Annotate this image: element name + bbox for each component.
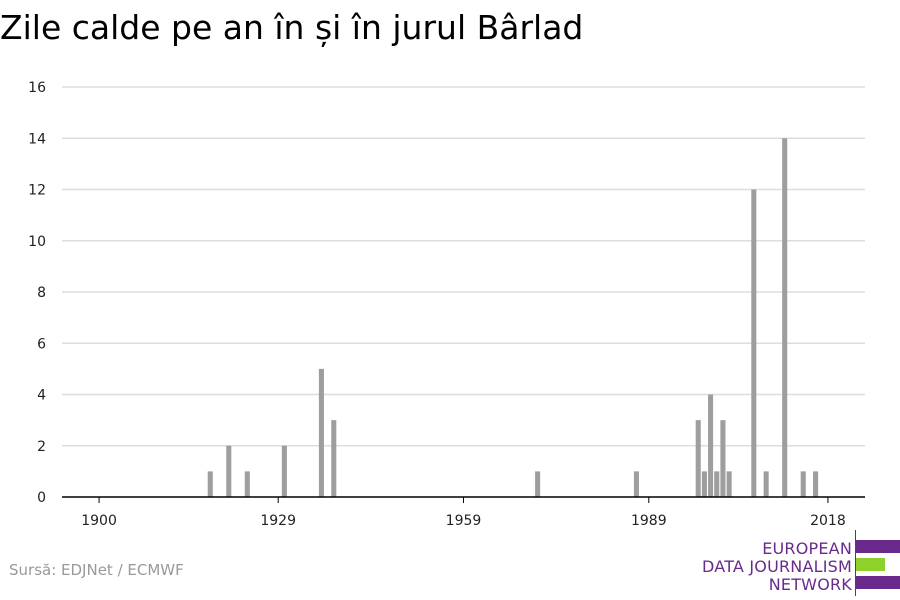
logo-line-2: DATA JOURNALISM: [702, 557, 852, 576]
edjnet-logo: EUROPEAN DATA JOURNALISM NETWORK: [702, 530, 900, 596]
y-tick-label: 10: [28, 234, 46, 250]
logo-line-3: NETWORK: [768, 575, 852, 594]
bar-2001: [720, 420, 726, 497]
bar-2008: [763, 471, 769, 497]
chart-title: Zile calde pe an în și în jurul Bârlad: [0, 8, 584, 47]
logo-line-1: EUROPEAN: [762, 539, 852, 558]
bar-2016: [813, 471, 819, 497]
x-tick-label: 2018: [810, 513, 846, 529]
bar-1918: [207, 471, 213, 497]
logo-bar-3: [856, 576, 900, 589]
x-tick-label: 1989: [631, 513, 667, 529]
y-tick-label: 8: [37, 285, 46, 301]
bar-1987: [633, 471, 639, 497]
logo-bar-1: [856, 540, 900, 553]
x-tick-label: 1929: [260, 513, 296, 529]
bar-1930: [281, 445, 287, 497]
x-tick-label: 1959: [446, 513, 482, 529]
bar-1938: [331, 420, 337, 497]
bar-1936: [318, 368, 324, 497]
bar-1997: [695, 420, 701, 497]
bar-1998: [701, 471, 707, 497]
gridlines: [62, 86, 865, 447]
bar-2002: [726, 471, 732, 497]
y-tick-label: 6: [37, 336, 46, 352]
y-tick-label: 12: [28, 183, 46, 199]
source-note: Sursă: EDJNet / ECMWF: [9, 561, 184, 579]
x-tick-label: 1900: [81, 513, 117, 529]
bars: [207, 138, 819, 497]
bar-1924: [244, 471, 250, 497]
y-tick-label: 14: [28, 131, 46, 147]
y-tick-label: 16: [28, 80, 46, 96]
y-axis-ticks: 0 2 4 6 8 10 12 14 16: [28, 80, 46, 506]
bar-1999: [708, 394, 714, 497]
bar-2011: [782, 138, 788, 497]
y-tick-label: 0: [37, 490, 46, 506]
bar-2000: [714, 471, 720, 497]
bar-2006: [751, 189, 757, 497]
bar-1921: [226, 445, 232, 497]
logo-divider: [855, 530, 856, 596]
bar-1971: [535, 471, 541, 497]
y-tick-label: 2: [37, 439, 46, 455]
y-tick-label: 4: [37, 388, 46, 404]
x-axis-ticks: 1900 1929 1959 1989 2018: [81, 497, 846, 529]
logo-bar-2: [856, 558, 885, 571]
bar-2014: [800, 471, 806, 497]
